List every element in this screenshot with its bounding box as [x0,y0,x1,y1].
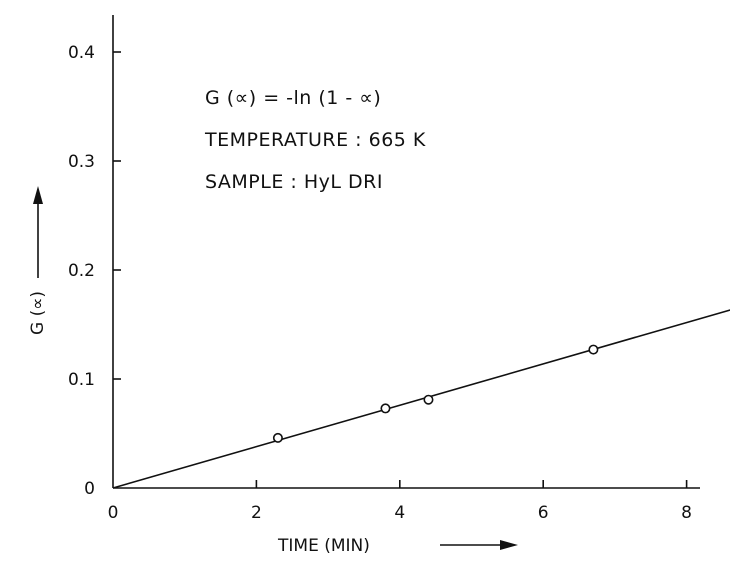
data-points [272,344,599,443]
equation-annotation: G (∝) = -ln (1 - ∝) [205,87,381,109]
x-tick-label: 6 [538,503,549,523]
y-axis-title: G (∝) [28,291,48,335]
y-tick-label: 0.4 [68,43,95,63]
x-axis-title: TIME (MIN) [277,536,370,556]
y-axis-arrow [33,186,43,278]
data-point [380,403,391,414]
data-point [588,344,599,355]
sample-annotation: SAMPLE : HyL DRI [205,171,383,193]
data-point [423,394,434,405]
y-tick-label: 0.1 [68,370,95,390]
y-tick-label: 0 [84,479,95,499]
fit-line [112,309,730,489]
y-ticks: 0 0.1 0.2 0.3 0.4 [68,43,121,499]
x-axis-arrow [440,540,518,550]
x-tick-label: 8 [681,503,692,523]
data-point [272,432,283,443]
y-tick-label: 0.3 [68,152,95,172]
y-tick-label: 0.2 [68,261,95,281]
x-ticks: 0246810 [108,480,692,523]
x-tick-label: 2 [251,503,262,523]
x-tick-label: 4 [394,503,405,523]
x-tick-label: 0 [108,503,119,523]
temperature-annotation: TEMPERATURE : 665 K [204,129,426,151]
